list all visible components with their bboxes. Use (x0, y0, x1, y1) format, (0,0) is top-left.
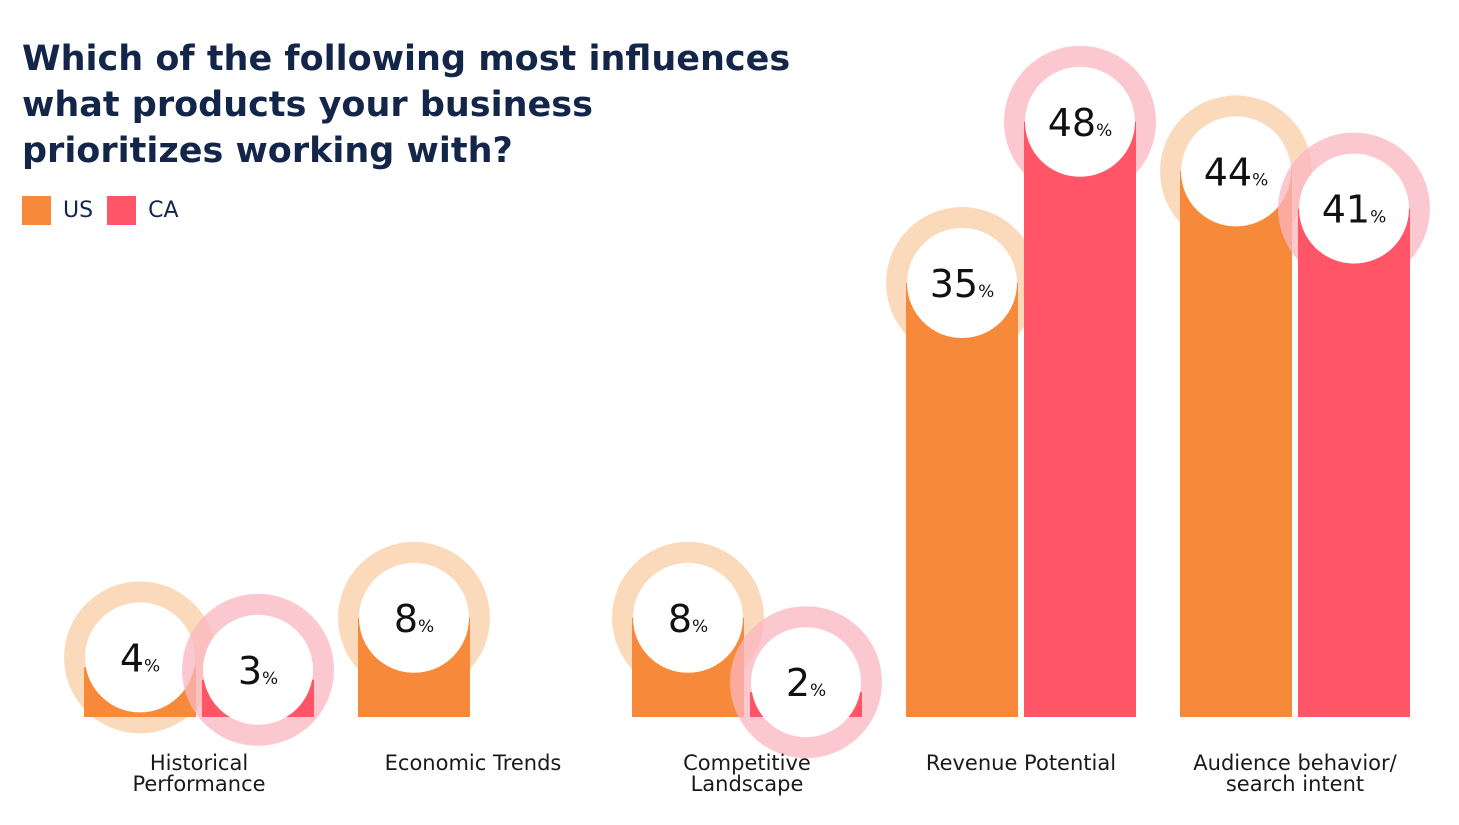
data-label: 48% (1048, 101, 1113, 145)
data-label: 8% (668, 597, 708, 641)
data-label: 35% (930, 262, 995, 306)
category-label: Competitive (683, 751, 811, 775)
data-label: 2% (786, 661, 826, 705)
value-circle (907, 228, 1017, 338)
data-label: 41% (1322, 188, 1387, 232)
category-label: Landscape (691, 772, 804, 796)
legend-item-us: US (22, 196, 93, 225)
legend-swatch-us (22, 196, 51, 225)
value-circle (633, 562, 743, 673)
category-label: Historical (150, 751, 248, 775)
legend-label-us: US (63, 198, 94, 223)
bar-us (1180, 171, 1292, 717)
legend-swatch-ca (107, 196, 137, 225)
bar-ca (1298, 208, 1410, 717)
category-label: Performance (132, 772, 265, 796)
legend-item-ca: CA (107, 196, 179, 225)
value-circle (359, 562, 469, 673)
value-circle (751, 627, 861, 738)
value-circle (1181, 116, 1291, 227)
value-circle (1025, 66, 1135, 177)
data-label: 8% (394, 597, 434, 641)
value-circle (85, 602, 195, 713)
category-label: search intent (1226, 772, 1364, 796)
value-circle (1299, 153, 1409, 264)
legend: US CA (22, 196, 193, 225)
data-label: 44% (1204, 150, 1269, 194)
category-label: Revenue Potential (926, 751, 1116, 775)
data-label: 4% (120, 636, 160, 680)
bar-us (906, 283, 1018, 717)
legend-label-ca: CA (148, 198, 179, 223)
category-label: Economic Trends (385, 751, 562, 775)
category-label: Audience behavior/ (1193, 751, 1397, 775)
value-circle (203, 614, 313, 725)
bar-ca (1024, 121, 1136, 718)
data-label: 3% (238, 649, 278, 693)
chart-title: Which of the following most influences w… (22, 39, 791, 171)
